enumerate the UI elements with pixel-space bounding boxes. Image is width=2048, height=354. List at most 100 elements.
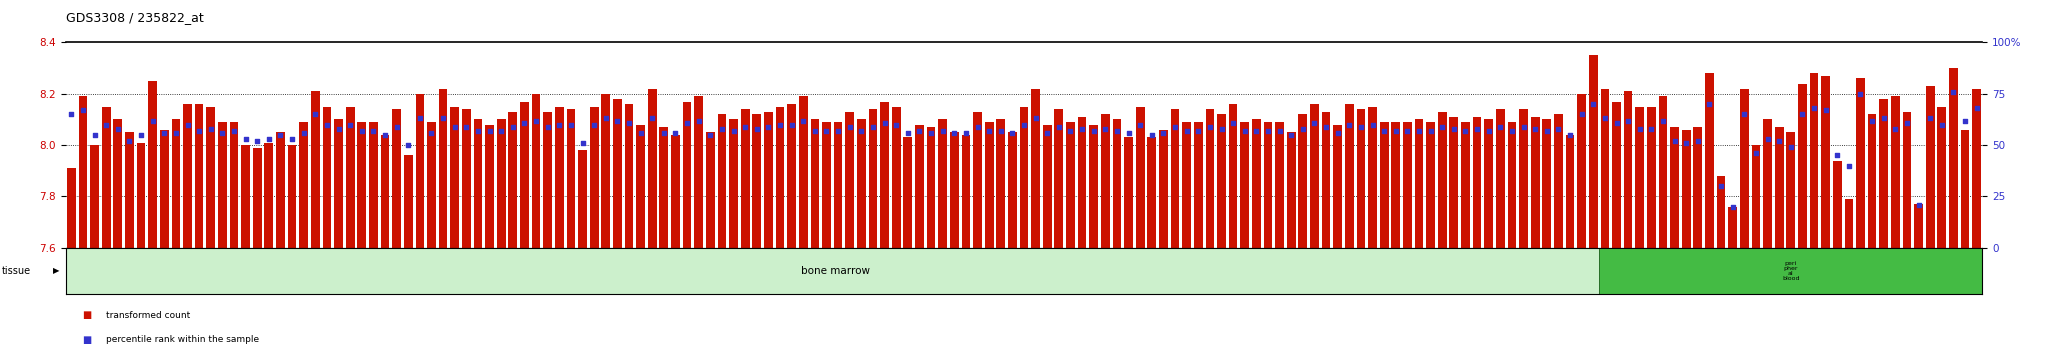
Bar	[1438, 112, 1446, 248]
Bar	[578, 150, 588, 248]
Bar	[113, 120, 123, 248]
Point	[334, 122, 367, 127]
Point	[555, 122, 588, 127]
Point	[1460, 126, 1493, 132]
Bar	[1845, 199, 1853, 248]
Bar	[1124, 137, 1133, 248]
Bar	[1206, 109, 1214, 248]
Point	[461, 128, 494, 133]
Point	[113, 138, 145, 144]
Point	[1821, 153, 1853, 158]
Point	[881, 122, 913, 127]
Point	[741, 126, 774, 132]
Point	[1855, 118, 1888, 123]
Bar	[1810, 73, 1819, 248]
Bar	[1102, 114, 1110, 248]
Point	[1450, 128, 1483, 133]
Bar	[764, 112, 772, 248]
Bar	[1821, 76, 1831, 248]
Bar	[1530, 117, 1540, 248]
Bar	[1972, 89, 1980, 248]
Point	[915, 130, 948, 136]
Bar	[926, 127, 936, 248]
Bar	[997, 120, 1006, 248]
Point	[416, 130, 449, 136]
Bar	[1286, 132, 1296, 248]
Point	[1716, 204, 1749, 210]
Point	[242, 138, 274, 144]
Bar	[1450, 117, 1458, 248]
Bar	[334, 120, 342, 248]
Point	[1833, 163, 1866, 169]
Bar	[264, 143, 272, 248]
Point	[1577, 101, 1610, 107]
Point	[1425, 124, 1458, 130]
Point	[1204, 126, 1237, 132]
Bar	[252, 148, 262, 248]
Point	[68, 107, 100, 113]
Point	[1786, 112, 1819, 117]
Point	[625, 130, 657, 136]
Text: peri
pher
al
blood: peri pher al blood	[1782, 261, 1800, 281]
Point	[451, 124, 483, 130]
Point	[1438, 126, 1470, 132]
Bar	[532, 94, 541, 248]
Point	[1020, 116, 1053, 121]
Bar	[346, 107, 354, 248]
Point	[786, 118, 819, 123]
Point	[846, 128, 879, 133]
Point	[1554, 132, 1587, 138]
Point	[752, 124, 784, 130]
Point	[1391, 128, 1423, 133]
Bar	[1311, 104, 1319, 248]
Point	[1542, 126, 1575, 132]
Bar	[903, 137, 911, 248]
Point	[1634, 126, 1667, 132]
Point	[1495, 128, 1528, 133]
Bar	[520, 102, 528, 248]
Bar	[311, 91, 319, 248]
Point	[950, 130, 983, 136]
Bar	[1276, 122, 1284, 248]
Bar	[242, 145, 250, 248]
Bar	[1032, 89, 1040, 248]
Text: percentile rank within the sample: percentile rank within the sample	[106, 335, 260, 344]
Bar	[1171, 109, 1180, 248]
Bar	[1241, 122, 1249, 248]
Point	[346, 128, 379, 133]
Point	[1333, 122, 1366, 127]
Point	[985, 128, 1018, 133]
Bar	[276, 132, 285, 248]
Point	[287, 130, 319, 136]
Bar	[1217, 114, 1227, 248]
Bar	[485, 125, 494, 248]
Point	[1169, 128, 1202, 133]
Bar	[891, 107, 901, 248]
Bar	[137, 143, 145, 248]
Bar	[1251, 120, 1262, 248]
Bar	[985, 122, 993, 248]
Bar	[637, 125, 645, 248]
Bar	[1577, 94, 1585, 248]
Point	[1763, 138, 1796, 144]
Bar	[451, 107, 459, 248]
Bar	[717, 114, 727, 248]
Bar	[973, 112, 981, 248]
Bar	[1950, 68, 1958, 248]
Bar	[229, 122, 238, 248]
Point	[647, 130, 680, 136]
Point	[1135, 132, 1167, 138]
Bar	[1659, 96, 1667, 248]
Point	[1112, 130, 1145, 136]
Bar	[659, 127, 668, 248]
Point	[1251, 128, 1284, 133]
Point	[600, 118, 633, 123]
Bar	[1090, 125, 1098, 248]
Bar	[1925, 86, 1935, 248]
Bar	[1055, 109, 1063, 248]
Bar	[1763, 120, 1772, 248]
Point	[1903, 202, 1935, 207]
Bar	[707, 132, 715, 248]
Bar	[1346, 104, 1354, 248]
Bar	[1937, 107, 1946, 248]
